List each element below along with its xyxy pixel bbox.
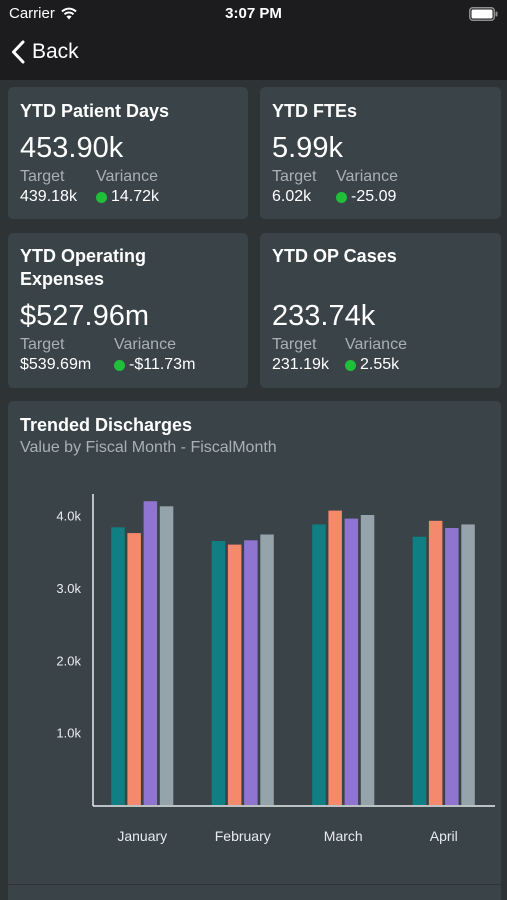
kpi-variance-label: Variance	[336, 168, 398, 185]
y-tick-label: 3.0k	[56, 581, 81, 596]
bar-february-series-1[interactable]	[211, 541, 226, 805]
chart-title: Trended Discharges	[20, 415, 193, 435]
bar-january-series-4[interactable]	[159, 506, 174, 805]
x-tick-label: April	[430, 828, 458, 844]
wifi-icon	[61, 7, 77, 20]
bar-chart: 1.0k 2.0k 3.0k 4.0k January February March Apri…	[56, 494, 495, 844]
kpi-card-patient-days[interactable]: YTD Patient Days 453.90k Target Variance…	[8, 87, 248, 219]
kpi-variance-value: -$11.73m	[129, 356, 196, 373]
bar-january-series-3[interactable]	[143, 501, 158, 805]
kpi-title: YTD Operating Expenses	[20, 246, 147, 289]
kpi-target-value: $539.69m	[20, 356, 92, 373]
divider	[8, 884, 501, 885]
back-button[interactable]: Back	[11, 36, 79, 68]
kpi-target-label: Target	[20, 168, 65, 185]
kpi-value: 5.99k	[272, 132, 343, 164]
bar-march-series-3[interactable]	[344, 518, 359, 805]
chart-card-trended-discharges[interactable]: Trended Discharges Value by Fiscal Month…	[8, 401, 501, 900]
kpi-card-op-cases[interactable]: YTD OP Cases 233.74k Target Variance 231…	[260, 233, 501, 388]
bar-april-series-2[interactable]	[428, 520, 443, 805]
navigation-bar: Carrier 3:07 PM Back	[0, 0, 507, 80]
bar-march-series-1[interactable]	[312, 524, 326, 805]
chevron-left-icon	[12, 40, 25, 64]
bar-february-series-3[interactable]	[244, 540, 258, 805]
kpi-target-label: Target	[272, 168, 317, 185]
kpi-target-label: Target	[20, 336, 65, 353]
status-dot-icon	[345, 359, 356, 371]
bar-april-series-1[interactable]	[412, 536, 427, 805]
kpi-variance-value: 14.72k	[111, 188, 160, 205]
back-label: Back	[32, 40, 79, 63]
x-tick-label: January	[117, 828, 167, 844]
carrier-label: Carrier	[9, 5, 55, 22]
kpi-variance: 14.72k	[96, 187, 159, 207]
status-time: 3:07 PM	[225, 5, 282, 22]
kpi-target-value: 439.18k	[20, 188, 77, 205]
x-tick-label: February	[215, 828, 271, 844]
kpi-variance-value: -25.09	[351, 188, 397, 205]
bar-january-series-1[interactable]	[111, 527, 125, 805]
kpi-variance-label: Variance	[345, 336, 407, 353]
chart-subtitle: Value by Fiscal Month - FiscalMonth	[20, 439, 277, 456]
status-dot-icon	[96, 191, 107, 203]
bar-april-series-4[interactable]	[461, 524, 475, 805]
kpi-title: YTD Patient Days	[20, 101, 170, 121]
status-bar: Carrier 3:07 PM	[0, 0, 507, 30]
status-dot-icon	[336, 191, 347, 203]
bar-february-series-2[interactable]	[227, 544, 242, 805]
kpi-card-operating-expenses[interactable]: YTD Operating Expenses $527.96m Target V…	[8, 233, 248, 388]
kpi-title: YTD FTEs	[272, 101, 358, 121]
bar-february-series-4[interactable]	[260, 534, 274, 806]
y-tick-label: 2.0k	[56, 653, 81, 668]
y-tick-label: 4.0k	[56, 509, 81, 524]
kpi-variance: -$11.73m	[114, 355, 195, 375]
kpi-variance-label: Variance	[96, 168, 158, 185]
kpi-card-ftes[interactable]: YTD FTEs 5.99k Target Variance 6.02k -25…	[260, 87, 501, 219]
kpi-variance-value: 2.55k	[360, 356, 400, 373]
status-dot-icon	[114, 359, 125, 371]
kpi-value: $527.96m	[20, 300, 149, 332]
battery-icon	[469, 7, 498, 21]
bar-march-series-2[interactable]	[328, 510, 342, 805]
kpi-target-value: 231.19k	[272, 356, 329, 373]
x-tick-label: March	[324, 828, 363, 844]
kpi-target-value: 6.02k	[272, 188, 312, 205]
kpi-value: 233.74k	[272, 300, 376, 332]
kpi-variance: 2.55k	[345, 355, 399, 375]
bar-april-series-3[interactable]	[445, 528, 459, 805]
kpi-target-label: Target	[272, 336, 317, 353]
bar-january-series-2[interactable]	[127, 533, 141, 805]
kpi-variance: -25.09	[336, 187, 396, 207]
carrier-indicator: Carrier	[9, 5, 78, 22]
kpi-title: YTD OP Cases	[272, 246, 397, 266]
kpi-value: 453.90k	[20, 132, 124, 164]
y-tick-label: 1.0k	[56, 726, 81, 741]
bar-march-series-4[interactable]	[360, 515, 375, 805]
kpi-variance-label: Variance	[114, 336, 176, 353]
